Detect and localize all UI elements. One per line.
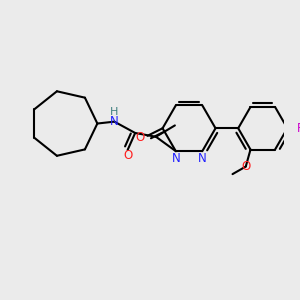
Text: O: O: [135, 131, 145, 144]
Text: O: O: [123, 149, 132, 162]
Text: H: H: [110, 107, 118, 117]
Text: N: N: [198, 152, 207, 165]
Text: N: N: [171, 152, 180, 165]
Text: F: F: [297, 122, 300, 135]
Text: N: N: [110, 115, 119, 128]
Text: O: O: [241, 160, 250, 173]
